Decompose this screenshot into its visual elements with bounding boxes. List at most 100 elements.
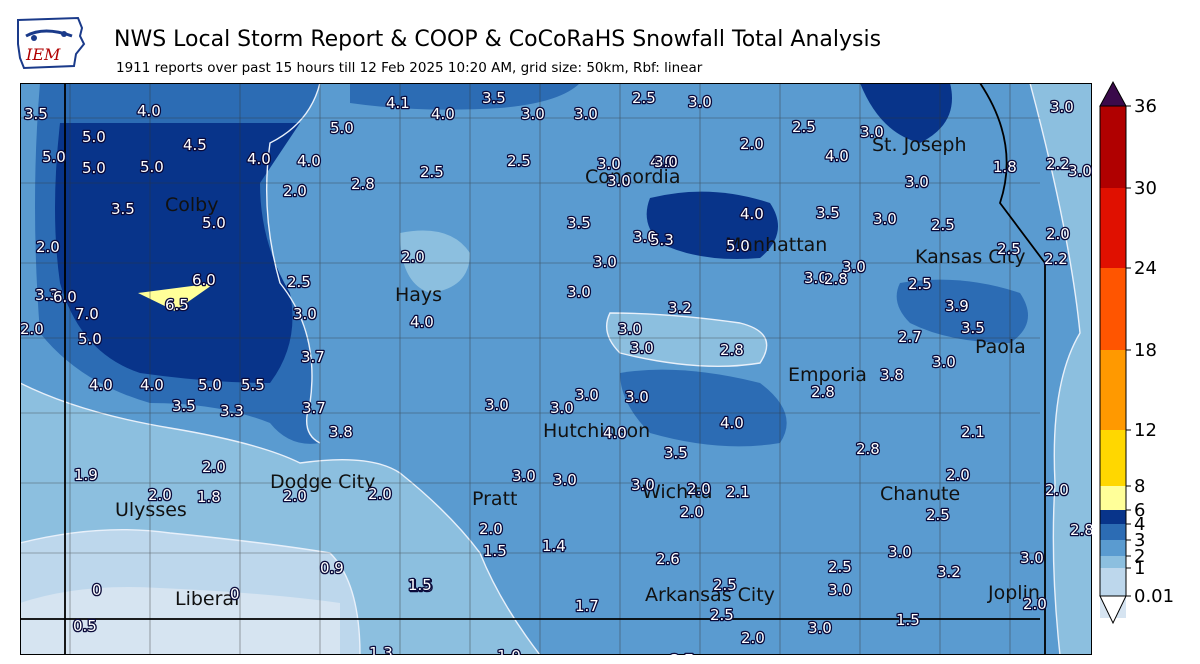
logo-swoosh-icon [25,29,73,38]
snowfall-value-label: 3.7 [670,651,694,655]
snowfall-value-label: 1.5 [408,576,432,594]
contour-fill-4-6-manhattan [646,191,778,259]
county-boundaries [20,83,1040,655]
snowfall-value-label: 3.5 [816,204,840,222]
colorbar-tick-label: 4 [1134,514,1145,535]
city-labels: Colby Hays Concordia Manhattan St. Joseph Kan… [115,134,1040,610]
iem-logo[interactable]: IEM [14,14,86,76]
snowfall-value-label: 2.0 [479,520,503,538]
contour-fill-2-3-central [400,230,470,293]
snowfall-value-label: 2.8 [1070,521,1092,539]
snowfall-value-label: 5.0 [78,330,102,348]
snowfall-value-label: 3.3 [220,402,244,420]
snowfall-value-label: 2.5 [926,506,950,524]
colorbar-tick-label: 18 [1134,340,1157,361]
snowfall-value-label: 1.5 [409,577,433,595]
snowfall-value-label: 3.5 [172,397,196,415]
snowfall-value-label: 2.8 [351,175,375,193]
snowfall-value-label: 3.0 [1068,162,1092,180]
snowfall-value-label: 2.5 [710,606,734,624]
snowfall-value-label: 3.0 [1020,549,1044,567]
colorbar-tick-label: 6 [1134,500,1145,521]
snowfall-value-label: 1.0 [497,647,521,655]
snowfall-map: Colby Hays Concordia Manhattan St. Joseph Kan… [20,83,1092,655]
snowfall-value-label: 3.0 [688,93,712,111]
snowfall-value-label: 3.0 [828,581,852,599]
snowfall-value-label: 2.8 [856,440,880,458]
colorbar-tick-label: 3 [1134,530,1145,551]
snowfall-value-label: 2.1 [961,423,985,441]
snowfall-value-label: 2.0 [741,629,765,647]
snowfall-value-label: 3.0 [654,153,678,171]
snowfall-value-label: 0 [92,581,102,599]
city-label-arkansas-city: Arkansas City [645,584,775,606]
contour-fill-4-6-ne [860,83,952,143]
snowfall-value-label: 4.0 [650,153,674,171]
snowfall-value-label: 3.8 [329,423,353,441]
contour-fill-4-6-n [350,83,580,110]
colorbar-band [1100,268,1126,350]
snowfall-value-label: 4.0 [410,313,434,331]
snowfall-value-label: 5.0 [42,148,66,166]
snowfall-value-label: 3.0 [932,353,956,371]
snowfall-value-label: 2.0 [202,458,226,476]
snowfall-value-label: 2.0 [1045,481,1069,499]
snowfall-value-label: 2.0 [20,320,44,338]
snowfall-value-label: 4.5 [183,136,207,154]
map-title: NWS Local Storm Report & COOP & CoCoRaHS… [114,27,882,52]
snowfall-value-label: 3.0 [1050,98,1074,116]
snowfall-value-labels: 3.5 4.0 4.14.03.53.0 3.02.5 3.0 3.05.0 4.55.05… [20,88,1092,655]
snowfall-value-label: 2.0 [401,248,425,266]
snowfall-value-label: 3.7 [302,399,326,417]
snowfall-value-label: 4.0 [603,424,627,442]
colorbar-band [1100,524,1126,540]
snowfall-value-label: 3.0 [512,467,536,485]
snowfall-value-label: 3.0 [597,155,621,173]
city-label-kansas-city: Kansas City [915,246,1026,268]
snowfall-value-label: 4.0 [247,150,271,168]
colorbar-max-arrow [1099,80,1127,107]
snowfall-value-label: 3.0 [842,258,866,276]
snowfall-value-label: 3.5 [24,105,48,123]
snowfall-value-label: 2.8 [811,383,835,401]
snowfall-value-label: 3.0 [550,399,574,417]
snowfall-value-label: 3.5 [482,89,506,107]
snowfall-value-label: 3.0 [905,173,929,191]
colorbar-band [1100,430,1126,486]
snowfall-value-label: 2.0 [1023,595,1047,613]
snowfall-value-label: 2.8 [824,270,848,288]
map-subtitle: 1911 reports over past 15 hours till 12 … [116,60,703,76]
snowfall-value-label: 2.5 [507,152,531,170]
snowfall-value-label: 3.0 [618,320,642,338]
snowfall-value-label: 0.9 [320,559,344,577]
snowfall-value-label: 3.0 [574,105,598,123]
colorbar-band [1100,106,1126,188]
snowfall-value-label: 1.5 [896,611,920,629]
snowfall-value-label: 5.0 [82,159,106,177]
colorbar-band [1100,556,1126,568]
snowfall-value-label: 2.5 [713,576,737,594]
colorbar-band [1100,486,1126,510]
snowfall-value-label: 2.2 [1044,250,1068,268]
snowfall-value-label: 4.0 [720,414,744,432]
snowfall-value-label: 3.0 [808,619,832,637]
snowfall-value-label: 4.0 [140,376,164,394]
snowfall-value-label: 6.0 [192,271,216,289]
snowfall-value-label: 6.0 [53,288,77,306]
colorbar-band [1100,510,1126,524]
snowfall-value-label: 2.5 [908,275,932,293]
snowfall-value-label: 2.0 [687,480,711,498]
snowfall-value-label: 3.0 [567,283,591,301]
snowfall-value-label: 3.0 [860,123,884,141]
snowfall-value-label: 3.9 [945,297,969,315]
snowfall-value-label: 5.3 [650,231,674,249]
colorbar-frame [1099,105,1127,597]
snowfall-value-label: 4.0 [137,102,161,120]
snowfall-value-label: 3.0 [553,471,577,489]
snowfall-value-label: 4.0 [740,205,764,223]
snowfall-value-label: 3.0 [625,388,649,406]
snowfall-value-label: 3.0 [293,305,317,323]
snowfall-value-label: 2.0 [368,485,392,503]
city-label-concordia: Concordia [585,166,680,188]
